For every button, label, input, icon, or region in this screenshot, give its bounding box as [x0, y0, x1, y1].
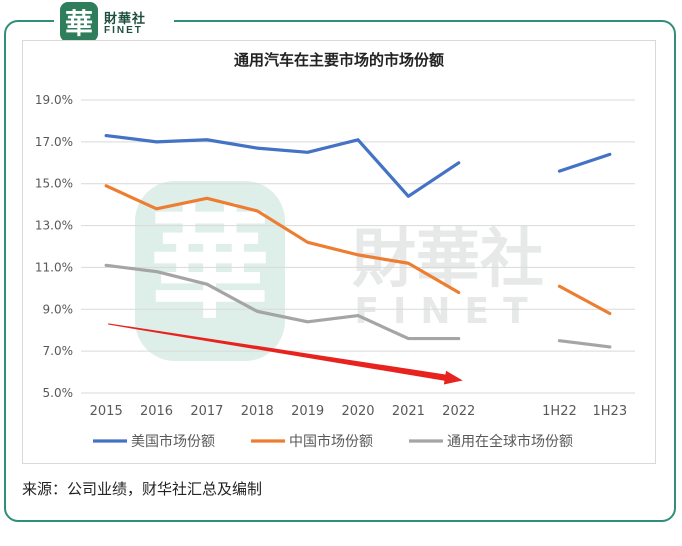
series-line: [104, 133, 461, 198]
chart-area: 華 財華社 FINET 通用汽车在主要市场的市场份额 5.0% 7.0% 9.0% 1…: [22, 40, 656, 464]
series-line: [104, 263, 461, 341]
x-tick-label: 1H22: [542, 404, 577, 419]
y-tick-label: 9.0%: [43, 302, 74, 316]
logo-seal-icon: 華: [60, 2, 98, 42]
y-tick-label: 7.0%: [43, 344, 74, 358]
x-tick-label: 2017: [190, 404, 223, 419]
legend-label: 通用在全球市场份额: [447, 433, 573, 450]
source-note: 来源：公司业绩，财华社汇总及编制: [22, 480, 263, 498]
series-line: [557, 339, 612, 349]
series-lines: [104, 133, 612, 349]
x-tick-label: 1H23: [593, 404, 628, 419]
x-tick-label: 2015: [90, 404, 123, 419]
y-tick-label: 5.0%: [43, 386, 74, 400]
series-line: [557, 284, 612, 316]
y-tick-label: 13.0%: [35, 219, 73, 233]
logo-name-en: FINET: [104, 25, 143, 36]
legend-label: 美国市场份额: [131, 433, 215, 450]
finet-logo: 華 財華社 FINET: [54, 2, 174, 42]
x-tick-label: 2018: [241, 404, 274, 419]
watermark-seal-char: 華: [150, 196, 270, 335]
x-tick-label: 2021: [392, 404, 425, 419]
x-tick-label: 2016: [140, 404, 173, 419]
x-axis: 2015 2016 2017 2018 2019 2020 2021 2022 1H22 1H23: [90, 404, 627, 419]
logo-name-cn: 財華社: [104, 12, 147, 27]
series-line: [557, 152, 612, 173]
watermark: 華 財華社 FINET: [135, 181, 544, 361]
series-line: [104, 184, 461, 295]
y-tick-label: 19.0%: [35, 93, 73, 107]
legend: 美国市场份额 中国市场份额 通用在全球市场份额: [93, 433, 573, 450]
watermark-name-en: FINET: [354, 291, 541, 332]
chart-title: 通用汽车在主要市场的市场份额: [234, 51, 444, 69]
y-tick-label: 17.0%: [35, 135, 73, 149]
line-chart: 華 財華社 FINET 通用汽车在主要市场的市场份额 5.0% 7.0% 9.0% 1…: [35, 51, 635, 450]
legend-label: 中国市场份额: [289, 433, 373, 450]
y-axis: 5.0% 7.0% 9.0% 11.0% 13.0% 15.0% 17.0% 19.0%: [35, 93, 73, 400]
x-tick-label: 2019: [291, 404, 324, 419]
y-tick-label: 15.0%: [35, 177, 73, 191]
x-tick-label: 2022: [442, 404, 475, 419]
y-tick-label: 11.0%: [35, 260, 73, 274]
trend-arrow-icon: [108, 323, 463, 385]
trend-arrow: [108, 323, 463, 385]
x-tick-label: 2020: [341, 404, 374, 419]
